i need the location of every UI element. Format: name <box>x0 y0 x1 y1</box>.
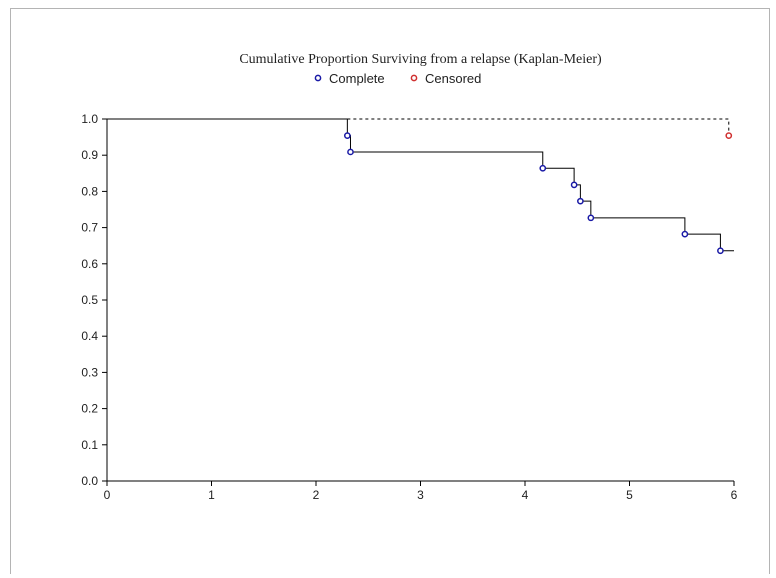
axes-group <box>106 119 734 482</box>
y-tick-label: 0.7 <box>81 221 98 235</box>
legend-label-censored: Censored <box>425 71 481 86</box>
complete-point <box>570 181 578 189</box>
complete-point <box>347 148 354 156</box>
censored-dashed-line <box>347 118 730 136</box>
y-tick-label: 0.1 <box>81 438 98 452</box>
x-tick-label: 4 <box>522 488 529 502</box>
chart-frame <box>10 8 770 574</box>
complete-point <box>587 214 595 222</box>
complete-point <box>717 247 724 255</box>
complete-point <box>681 230 689 238</box>
chart-title: Cumulative Proportion Surviving from a r… <box>239 52 602 67</box>
legend-marker-censored <box>410 74 418 82</box>
y-axis-ticks: 0.0 0.1 0.2 0.3 0.4 0.5 0.6 0.7 0.8 0.9 1.0 <box>81 112 107 488</box>
legend-marker-complete <box>314 74 322 82</box>
data-points-layer <box>344 132 733 255</box>
x-tick-label: 0 <box>104 488 111 502</box>
y-tick-label: 0.8 <box>81 184 98 198</box>
x-tick-label: 2 <box>313 488 320 502</box>
censored-point <box>725 132 733 140</box>
survival-step-line <box>107 118 734 252</box>
complete-point <box>539 164 547 172</box>
complete-point <box>577 197 584 205</box>
y-tick-label: 0.6 <box>81 257 98 271</box>
x-tick-label: 1 <box>208 488 215 502</box>
x-tick-label: 6 <box>731 488 738 502</box>
y-tick-label: 0.4 <box>81 329 98 343</box>
x-tick-label: 3 <box>417 488 424 502</box>
legend: Complete Censored <box>314 71 481 86</box>
y-tick-label: 0.2 <box>81 402 98 416</box>
y-tick-label: 0.9 <box>81 148 98 162</box>
complete-point <box>344 132 351 140</box>
x-tick-label: 5 <box>626 488 633 502</box>
x-axis-ticks: 0 1 2 3 4 5 6 <box>104 481 738 502</box>
legend-label-complete: Complete <box>329 71 385 86</box>
y-tick-label: 0.5 <box>81 293 98 307</box>
survival-curve-layer <box>107 118 734 252</box>
y-tick-label: 0.3 <box>81 365 98 379</box>
y-tick-label: 0.0 <box>81 474 98 488</box>
y-tick-label: 1.0 <box>81 112 98 126</box>
